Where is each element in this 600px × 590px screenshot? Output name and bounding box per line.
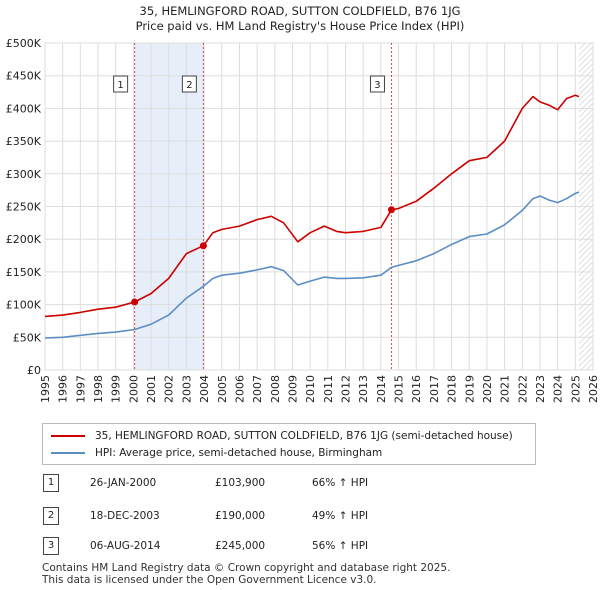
x-tick-label: 2002: [163, 375, 176, 403]
sale-marker: 3: [43, 537, 59, 555]
x-tick-label: 2026: [587, 375, 600, 403]
footer-line-2: This data is licensed under the Open Gov…: [42, 574, 377, 586]
x-tick-label: 2019: [463, 375, 476, 403]
price-chart: £0 £50K £100K £150K £200K £250K £300K £350K £400…: [6, 37, 600, 403]
sale-price: £245,000: [215, 540, 266, 552]
x-tick-label: 2003: [180, 375, 193, 403]
sale-hpi: 66% ↑ HPI: [312, 477, 369, 489]
sale-marker-label: 1: [117, 80, 123, 91]
sale-date: 26-JAN-2000: [90, 477, 157, 489]
y-tick-label: £100K: [6, 299, 42, 312]
footer-copyright: Contains HM Land Registry data © Crown c…: [42, 562, 450, 586]
chart-subtitle: Price paid vs. HM Land Registry's House …: [135, 19, 465, 33]
x-tick-label: 2006: [233, 375, 246, 403]
sale-marker-box: [181, 75, 197, 93]
x-tick-label: 2021: [499, 375, 512, 403]
x-tick-label: 2009: [286, 375, 299, 403]
sale-hpi: 49% ↑ HPI: [312, 510, 369, 522]
sale-point: [387, 206, 395, 214]
sale-point: [199, 242, 207, 250]
x-tick-label: 2025: [569, 375, 582, 403]
sale-marker: 1: [43, 474, 59, 492]
sale-date: 18-DEC-2003: [90, 510, 160, 522]
x-tick-label: 2010: [304, 375, 317, 403]
x-tick-label: 2005: [216, 375, 229, 403]
sale-date: 06-AUG-2014: [90, 540, 161, 552]
x-tick-label: 1997: [74, 375, 87, 403]
x-tick-label: 2007: [251, 375, 264, 403]
y-tick-label: £50K: [13, 331, 42, 344]
y-tick-label: £400K: [6, 102, 42, 115]
sale-row: 1 26-JAN-2000 £103,900 66% ↑ HPI: [0, 474, 600, 494]
x-tick-label: 2012: [340, 375, 353, 403]
x-tick-label: 2018: [446, 375, 459, 403]
x-tick-label: 2022: [516, 375, 529, 403]
sale-row: 2 18-DEC-2003 £190,000 49% ↑ HPI: [0, 507, 600, 527]
x-tick-label: 2016: [410, 375, 423, 403]
x-tick-label: 2015: [393, 375, 406, 403]
sale-point: [131, 298, 139, 306]
chart-title: 35, HEMLINGFORD ROAD, SUTTON COLDFIELD, …: [139, 4, 461, 18]
x-tick-label: 2011: [322, 375, 335, 403]
x-tick-label: 2023: [534, 375, 547, 403]
footer-line-1: Contains HM Land Registry data © Crown c…: [42, 562, 451, 574]
x-tick-label: 1998: [92, 375, 105, 403]
y-tick-label: £450K: [6, 70, 42, 83]
sale-marker-label: 3: [374, 80, 380, 91]
sale-marker-box: [369, 75, 385, 93]
legend-entry-hpi: HPI: Average price, semi-detached house,…: [51, 445, 382, 461]
y-tick-label: £200K: [6, 233, 42, 246]
y-tick-label: £350K: [6, 135, 42, 148]
y-tick-label: £250K: [6, 201, 42, 214]
legend-line-red: [51, 435, 85, 437]
legend-label-hpi: HPI: Average price, semi-detached house,…: [95, 447, 383, 459]
sale-hpi: 56% ↑ HPI: [312, 540, 369, 552]
x-tick-label: 2001: [145, 375, 158, 403]
legend-entry-property: 35, HEMLINGFORD ROAD, SUTTON COLDFIELD, …: [51, 428, 513, 444]
y-tick-label: £300K: [6, 168, 42, 181]
x-tick-label: 2017: [428, 375, 441, 403]
chart-legend: 35, HEMLINGFORD ROAD, SUTTON COLDFIELD, …: [42, 423, 536, 465]
sale-marker-box: [113, 75, 129, 93]
x-tick-label: 2000: [127, 375, 140, 403]
y-tick-label: £500K: [6, 37, 42, 50]
x-tick-label: 2008: [269, 375, 282, 403]
sale-price: £190,000: [215, 510, 266, 522]
x-tick-label: 2013: [357, 375, 370, 403]
sale-marker-label: 2: [186, 80, 192, 91]
x-tick-label: 1995: [39, 375, 52, 403]
sale-price: £103,900: [215, 477, 266, 489]
property-price-line: [44, 94, 580, 318]
y-tick-label: £0: [27, 364, 41, 377]
legend-label-property: 35, HEMLINGFORD ROAD, SUTTON COLDFIELD, …: [95, 430, 513, 442]
legend-line-blue: [51, 452, 85, 454]
hpi-line: [44, 191, 580, 339]
sale-row: 3 06-AUG-2014 £245,000 56% ↑ HPI: [0, 537, 600, 557]
x-tick-label: 2020: [481, 375, 494, 403]
sale-marker: 2: [43, 507, 59, 525]
x-tick-label: 2004: [198, 375, 211, 403]
x-tick-label: 2024: [552, 375, 565, 403]
y-tick-label: £150K: [6, 266, 42, 279]
x-tick-label: 2014: [375, 375, 388, 403]
x-tick-label: 1999: [110, 375, 123, 403]
x-tick-label: 1996: [57, 375, 70, 403]
